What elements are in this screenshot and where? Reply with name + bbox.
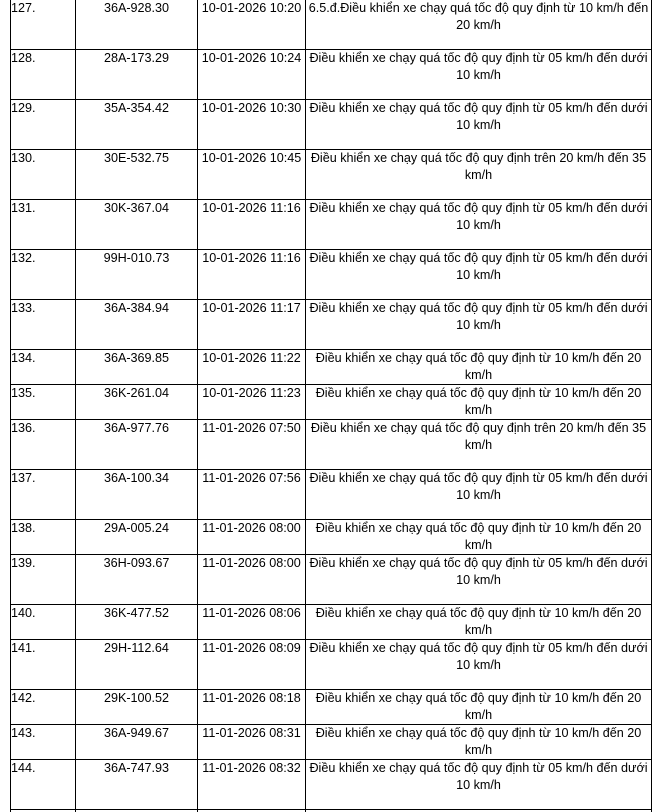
cell-stt-number: 140. xyxy=(10,604,76,640)
cell-plate-number: 35A-354.42 xyxy=(75,99,198,150)
cell-stt-number: 136. xyxy=(10,419,76,470)
cell-plate-number: 28A-173.29 xyxy=(75,49,198,100)
cell-violation-description: Điều khiển xe chạy quá tốc độ quy định t… xyxy=(305,99,652,150)
table-row: 131. 30K-367.04 10-01-2026 11:16 Điều khiển… xyxy=(10,199,652,250)
cell-violation-datetime: 11-01-2026 07:50 xyxy=(197,419,306,470)
table-row: 127. 36A-928.30 10-01-2026 10:20 6.5.đ.Điều… xyxy=(10,0,652,50)
cell-plate-number: 36A-100.34 xyxy=(75,469,198,520)
cell-plate-number: 36A-747.93 xyxy=(75,759,198,810)
cell-plate-number: 29A-005.24 xyxy=(75,519,198,555)
cell-stt-number: 142. xyxy=(10,689,76,725)
violations-table: 127. 36A-928.30 10-01-2026 10:20 6.5.đ.Điều… xyxy=(10,0,652,812)
cell-violation-datetime: 11-01-2026 08:06 xyxy=(197,604,306,640)
table-row: 133. 36A-384.94 10-01-2026 11:17 Điều khiển… xyxy=(10,299,652,350)
table-row: 130. 30E-532.75 10-01-2026 10:45 Điều khiển… xyxy=(10,149,652,200)
cell-stt-number: 131. xyxy=(10,199,76,250)
cell-violation-description: Điều khiển xe chạy quá tốc độ quy định t… xyxy=(305,349,652,385)
cell-plate-number: 30E-532.75 xyxy=(75,149,198,200)
cell-plate-number: 30K-367.04 xyxy=(75,199,198,250)
cell-violation-description: Điều khiển xe chạy quá tốc độ quy định t… xyxy=(305,759,652,810)
cell-violation-datetime: 10-01-2026 11:23 xyxy=(197,384,306,420)
cell-violation-description: Điều khiển xe chạy quá tốc độ quy định t… xyxy=(305,519,652,555)
cell-plate-number: 36A-928.30 xyxy=(75,0,198,50)
cell-violation-datetime: 10-01-2026 11:22 xyxy=(197,349,306,385)
cell-violation-datetime: 11-01-2026 08:09 xyxy=(197,639,306,690)
cell-violation-datetime: 11-01-2026 08:18 xyxy=(197,689,306,725)
table-row: 138. 29A-005.24 11-01-2026 08:00 Điều khiển… xyxy=(10,519,652,555)
table-row: 137. 36A-100.34 11-01-2026 07:56 Điều khiển… xyxy=(10,469,652,520)
cell-plate-number: 36A-384.94 xyxy=(75,299,198,350)
table-row: 134. 36A-369.85 10-01-2026 11:22 Điều khiển… xyxy=(10,349,652,385)
table-row: 144. 36A-747.93 11-01-2026 08:32 Điều khiển… xyxy=(10,759,652,810)
cell-violation-datetime: 11-01-2026 08:31 xyxy=(197,724,306,760)
cell-plate-number: 99H-010.73 xyxy=(75,249,198,300)
cell-plate-number: 36A-977.76 xyxy=(75,419,198,470)
cell-violation-description: Điều khiển xe chạy quá tốc độ quy định t… xyxy=(305,724,652,760)
cell-plate-number: 36A-369.85 xyxy=(75,349,198,385)
cell-plate-number: 36K-477.52 xyxy=(75,604,198,640)
cell-violation-description xyxy=(305,809,652,812)
cell-stt-number: 143. xyxy=(10,724,76,760)
table-row: 132. 99H-010.73 10-01-2026 11:16 Điều khiển… xyxy=(10,249,652,300)
cell-stt-number: 144. xyxy=(10,759,76,810)
cell-violation-datetime: 10-01-2026 10:24 xyxy=(197,49,306,100)
table-row: 140. 36K-477.52 11-01-2026 08:06 Điều khiển… xyxy=(10,604,652,640)
cell-stt-number: 139. xyxy=(10,554,76,605)
cell-plate-number: 36A-949.67 xyxy=(75,724,198,760)
cell-violation-description: Điều khiển xe chạy quá tốc độ quy định t… xyxy=(305,199,652,250)
cell-violation-description: Điều khiển xe chạy quá tốc độ quy định t… xyxy=(305,299,652,350)
cell-stt-number: 133. xyxy=(10,299,76,350)
cell-violation-description: Điều khiển xe chạy quá tốc độ quy định t… xyxy=(305,604,652,640)
cell-stt-number: 137. xyxy=(10,469,76,520)
table-row: 128. 28A-173.29 10-01-2026 10:24 Điều khiển… xyxy=(10,49,652,100)
cell-violation-datetime: 11-01-2026 07:56 xyxy=(197,469,306,520)
cell-plate-number: 36H-093.67 xyxy=(75,554,198,605)
cell-stt-number: 141. xyxy=(10,639,76,690)
table-row: 139. 36H-093.67 11-01-2026 08:00 Điều khiển… xyxy=(10,554,652,605)
cell-violation-description: Điều khiển xe chạy quá tốc độ quy định t… xyxy=(305,554,652,605)
cell-violation-description: Điều khiển xe chạy quá tốc độ quy định t… xyxy=(305,419,652,470)
cell-stt-number: 127. xyxy=(10,0,76,50)
table-row xyxy=(10,809,652,812)
cell-violation-datetime: 10-01-2026 10:30 xyxy=(197,99,306,150)
cell-plate-number: 29H-112.64 xyxy=(75,639,198,690)
cell-violation-description: Điều khiển xe chạy quá tốc độ quy định t… xyxy=(305,384,652,420)
cell-stt-number: 138. xyxy=(10,519,76,555)
table-row: 129. 35A-354.42 10-01-2026 10:30 Điều khiển… xyxy=(10,99,652,150)
cell-violation-description: Điều khiển xe chạy quá tốc độ quy định t… xyxy=(305,149,652,200)
table-row: 136. 36A-977.76 11-01-2026 07:50 Điều khiển… xyxy=(10,419,652,470)
cell-violation-datetime: 10-01-2026 10:45 xyxy=(197,149,306,200)
cell-stt-number: 135. xyxy=(10,384,76,420)
cell-plate-number: 36K-261.04 xyxy=(75,384,198,420)
cell-violation-description: 6.5.đ.Điều khiển xe chạy quá tốc độ quy … xyxy=(305,0,652,50)
cell-violation-datetime: 10-01-2026 11:17 xyxy=(197,299,306,350)
table-row: 135. 36K-261.04 10-01-2026 11:23 Điều khiển… xyxy=(10,384,652,420)
cell-violation-datetime: 11-01-2026 08:00 xyxy=(197,554,306,605)
cell-violation-datetime: 10-01-2026 11:16 xyxy=(197,199,306,250)
cell-violation-datetime: 10-01-2026 11:16 xyxy=(197,249,306,300)
cell-violation-description: Điều khiển xe chạy quá tốc độ quy định t… xyxy=(305,49,652,100)
cell-violation-datetime: 11-01-2026 08:32 xyxy=(197,759,306,810)
cell-stt-number: 132. xyxy=(10,249,76,300)
table-row: 141. 29H-112.64 11-01-2026 08:09 Điều khiển… xyxy=(10,639,652,690)
cell-violation-description: Điều khiển xe chạy quá tốc độ quy định t… xyxy=(305,249,652,300)
cell-violation-description: Điều khiển xe chạy quá tốc độ quy định t… xyxy=(305,469,652,520)
table-row: 143. 36A-949.67 11-01-2026 08:31 Điều khiển… xyxy=(10,724,652,760)
table-row: 142. 29K-100.52 11-01-2026 08:18 Điều khiển… xyxy=(10,689,652,725)
cell-plate-number: 29K-100.52 xyxy=(75,689,198,725)
violations-table-container: 127. 36A-928.30 10-01-2026 10:20 6.5.đ.Điều… xyxy=(10,0,652,812)
cell-stt-number: 129. xyxy=(10,99,76,150)
cell-stt-number: 130. xyxy=(10,149,76,200)
cell-violation-description: Điều khiển xe chạy quá tốc độ quy định t… xyxy=(305,639,652,690)
cell-violation-description: Điều khiển xe chạy quá tốc độ quy định t… xyxy=(305,689,652,725)
cell-violation-datetime: 10-01-2026 10:20 xyxy=(197,0,306,50)
cell-stt-number: 134. xyxy=(10,349,76,385)
cell-violation-datetime: 11-01-2026 08:00 xyxy=(197,519,306,555)
cell-stt-number: 128. xyxy=(10,49,76,100)
violations-table-body: 127. 36A-928.30 10-01-2026 10:20 6.5.đ.Điều… xyxy=(10,0,652,812)
